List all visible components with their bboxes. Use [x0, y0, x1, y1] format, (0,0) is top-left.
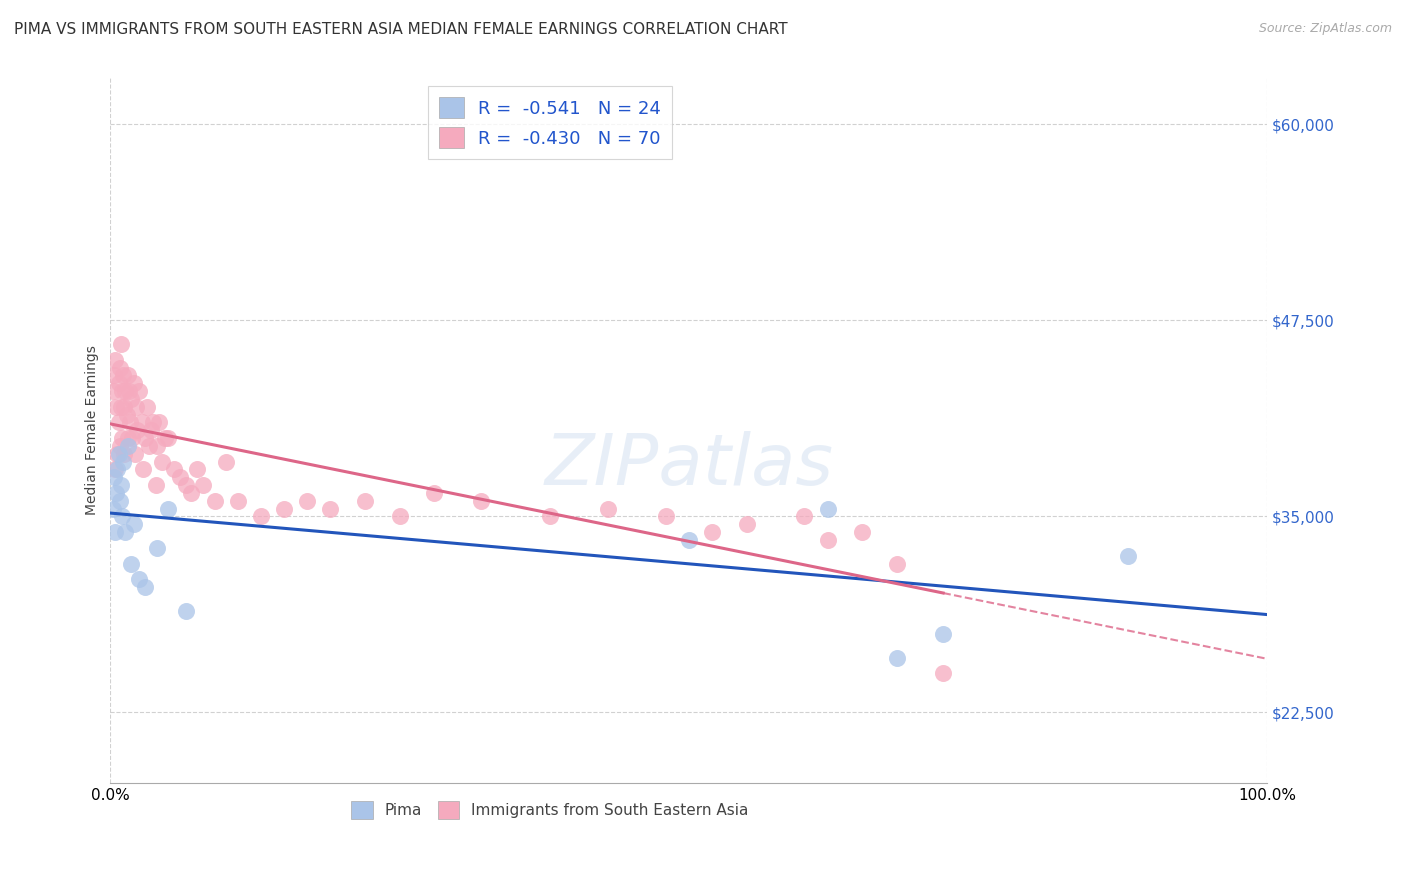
Point: [112, 368, 135, 383]
Point: [107, 447, 129, 461]
Point: [174, 603, 197, 617]
Point: [121, 431, 143, 445]
Point: [470, 493, 492, 508]
Point: [249, 509, 271, 524]
Point: [174, 478, 197, 492]
Point: [654, 509, 676, 524]
Point: [136, 400, 159, 414]
Point: [215, 454, 238, 468]
Point: [111, 431, 134, 445]
Point: [180, 486, 202, 500]
Point: [152, 454, 174, 468]
Point: [157, 431, 180, 445]
Point: [226, 493, 249, 508]
Point: [128, 572, 150, 586]
Point: [204, 493, 226, 508]
Point: [108, 360, 131, 375]
Point: [120, 557, 142, 571]
Legend: Pima, Immigrants from South Eastern Asia: Pima, Immigrants from South Eastern Asia: [346, 795, 755, 825]
Point: [735, 517, 758, 532]
Point: [125, 400, 148, 414]
Point: [191, 478, 214, 492]
Point: [112, 447, 135, 461]
Point: [107, 376, 129, 391]
Point: [108, 493, 131, 508]
Point: [104, 352, 127, 367]
Point: [110, 337, 132, 351]
Point: [538, 509, 561, 524]
Point: [138, 439, 160, 453]
Point: [354, 493, 377, 508]
Point: [932, 627, 955, 641]
Point: [110, 400, 132, 414]
Text: Source: ZipAtlas.com: Source: ZipAtlas.com: [1258, 22, 1392, 36]
Point: [186, 462, 208, 476]
Point: [886, 650, 908, 665]
Point: [932, 666, 955, 681]
Point: [423, 486, 446, 500]
Point: [105, 447, 128, 461]
Point: [111, 509, 134, 524]
Point: [110, 478, 132, 492]
Point: [114, 384, 136, 398]
Point: [851, 525, 873, 540]
Point: [145, 478, 167, 492]
Point: [131, 416, 153, 430]
Point: [105, 486, 128, 500]
Point: [148, 416, 170, 430]
Point: [142, 416, 165, 430]
Point: [107, 416, 129, 430]
Point: [157, 501, 180, 516]
Point: [700, 525, 723, 540]
Point: [886, 557, 908, 571]
Point: [132, 462, 155, 476]
Point: [817, 533, 839, 547]
Point: [104, 462, 127, 476]
Point: [104, 525, 127, 540]
Point: [153, 431, 176, 445]
Point: [118, 384, 141, 398]
Point: [388, 509, 411, 524]
Point: [112, 454, 135, 468]
Point: [596, 501, 619, 516]
Y-axis label: Median Female Earnings: Median Female Earnings: [86, 345, 100, 516]
Point: [120, 392, 142, 406]
Point: [105, 400, 128, 414]
Point: [125, 423, 148, 437]
Point: [128, 384, 150, 398]
Point: [120, 416, 142, 430]
Point: [139, 423, 162, 437]
Point: [163, 462, 186, 476]
Point: [117, 368, 139, 383]
Point: [122, 376, 145, 391]
Point: [115, 408, 138, 422]
Point: [122, 517, 145, 532]
Point: [124, 447, 146, 461]
Point: [273, 501, 295, 516]
Point: [134, 431, 156, 445]
Point: [145, 439, 167, 453]
Point: [105, 462, 128, 476]
Point: [145, 541, 167, 555]
Point: [101, 501, 124, 516]
Point: [101, 384, 124, 398]
Point: [793, 509, 815, 524]
Point: [678, 533, 700, 547]
Point: [117, 431, 139, 445]
Point: [169, 470, 191, 484]
Point: [103, 470, 125, 484]
Point: [111, 384, 134, 398]
Point: [108, 439, 131, 453]
Point: [114, 525, 136, 540]
Point: [103, 368, 125, 383]
Point: [817, 501, 839, 516]
Point: [1116, 549, 1139, 563]
Point: [319, 501, 342, 516]
Point: [295, 493, 318, 508]
Text: ZIPatlas: ZIPatlas: [544, 431, 834, 500]
Text: PIMA VS IMMIGRANTS FROM SOUTH EASTERN ASIA MEDIAN FEMALE EARNINGS CORRELATION CH: PIMA VS IMMIGRANTS FROM SOUTH EASTERN AS…: [14, 22, 787, 37]
Point: [117, 439, 139, 453]
Point: [134, 580, 156, 594]
Point: [112, 400, 135, 414]
